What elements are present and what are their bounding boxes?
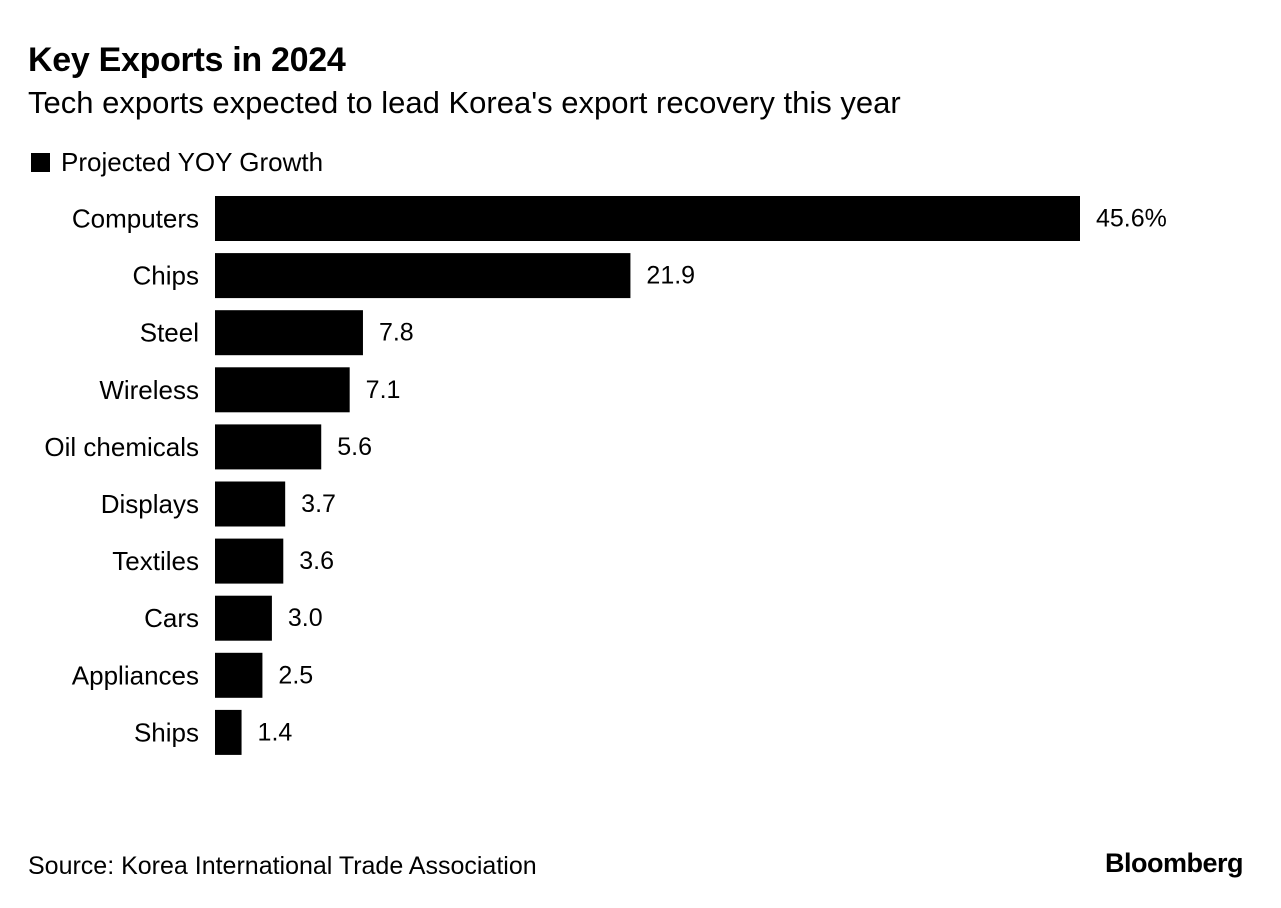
value-label: 3.6 xyxy=(299,547,334,575)
bar-cars xyxy=(215,595,272,641)
bar-textiles xyxy=(215,538,284,584)
category-label: Textiles xyxy=(112,546,199,576)
value-label: 45.6% xyxy=(1096,205,1167,233)
bar-computers xyxy=(215,196,1080,241)
category-label: Ships xyxy=(134,717,199,747)
value-label: 2.5 xyxy=(278,661,313,689)
chart-subtitle: Tech exports expected to lead Korea's ex… xyxy=(28,85,901,120)
category-label: Computers xyxy=(72,204,199,234)
bar-appliances xyxy=(215,652,263,698)
category-label: Cars xyxy=(144,603,199,633)
legend-swatch xyxy=(31,152,50,172)
legend: Projected YOY Growth xyxy=(31,146,323,178)
value-label: 3.0 xyxy=(288,604,323,632)
bar-oil-chemicals xyxy=(215,424,322,470)
value-label: 5.6 xyxy=(337,433,372,461)
bar-ships xyxy=(215,709,242,755)
category-label: Appliances xyxy=(72,660,199,690)
value-label: 7.1 xyxy=(366,376,401,404)
value-label: 7.8 xyxy=(379,319,414,347)
category-label: Steel xyxy=(140,318,199,348)
category-label: Wireless xyxy=(99,375,199,405)
value-label: 3.7 xyxy=(301,490,336,518)
value-label: 1.4 xyxy=(258,718,293,746)
bar-chips xyxy=(215,253,631,299)
bar-displays xyxy=(215,481,286,527)
value-label: 21.9 xyxy=(646,262,695,290)
chart-title: Key Exports in 2024 xyxy=(28,41,346,79)
legend-label: Projected YOY Growth xyxy=(61,146,324,177)
bar-steel xyxy=(215,310,363,356)
category-label: Displays xyxy=(101,489,199,519)
bar-wireless xyxy=(215,367,350,413)
category-label: Oil chemicals xyxy=(44,432,199,462)
source-note: Source: Korea International Trade Associ… xyxy=(28,852,537,880)
category-label: Chips xyxy=(133,261,199,291)
bloomberg-logo: Bloomberg xyxy=(1104,848,1244,878)
